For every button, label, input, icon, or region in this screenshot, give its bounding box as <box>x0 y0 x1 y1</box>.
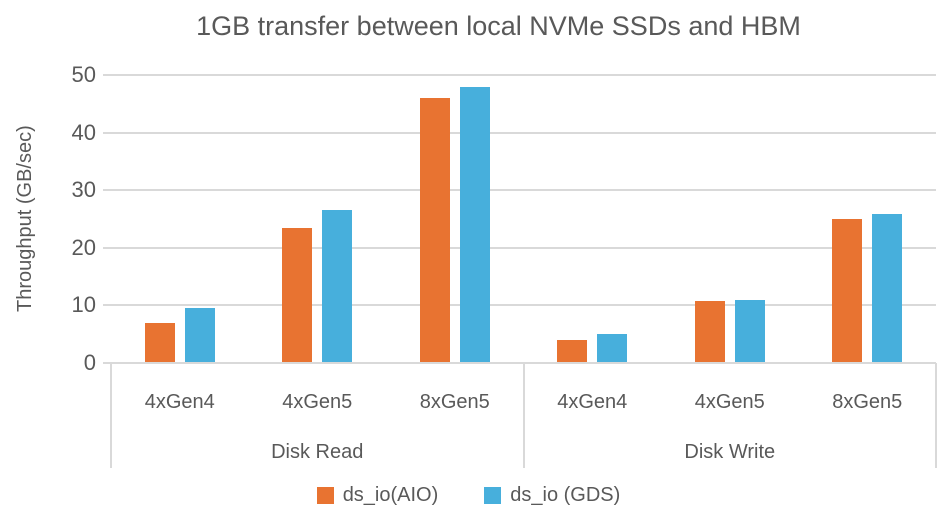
bar-ds-io-gds--3 <box>597 334 628 363</box>
x-tick-label-5: 8xGen5 <box>832 391 903 413</box>
y-tick-label-30: 30 <box>71 177 96 203</box>
legend: ds_io(AIO) ds_io (GDS) <box>0 484 937 507</box>
gridline-40 <box>111 131 936 134</box>
bar-ds-io-aio--1 <box>282 228 313 363</box>
legend-item-1: ds_io (GDS) <box>484 484 620 507</box>
bar-ds-io-gds--4 <box>734 299 765 363</box>
y-tick-label-40: 40 <box>71 119 96 145</box>
group-label-1: Disk Write <box>684 441 776 463</box>
legend-item-0: ds_io(AIO) <box>316 484 439 507</box>
y-tick-mark-20 <box>103 246 112 249</box>
axis-divider-1 <box>522 363 525 468</box>
gridline-10 <box>111 304 936 307</box>
x-tick-label-1: 4xGen5 <box>282 391 353 413</box>
y-tick-mark-40 <box>103 131 112 134</box>
bar-ds-io-aio--3 <box>557 339 588 363</box>
plot-area <box>111 74 936 363</box>
bar-ds-io-aio--4 <box>694 301 725 363</box>
gridline-50 <box>111 74 936 76</box>
y-tick-mark-50 <box>103 74 112 76</box>
x-tick-label-2: 8xGen5 <box>419 391 490 413</box>
bar-ds-io-aio--0 <box>144 322 175 363</box>
y-tick-label-50: 50 <box>71 62 96 87</box>
chart-title: 1GB transfer between local NVMe SSDs and… <box>196 11 801 41</box>
legend-label: ds_io(AIO) <box>342 484 439 506</box>
legend-label: ds_io (GDS) <box>510 484 621 506</box>
group-label-0: Disk Read <box>271 441 364 463</box>
axis-divider-2 <box>935 363 937 468</box>
axis-divider-0 <box>110 363 112 468</box>
x-tick-label-3: 4xGen4 <box>557 391 628 413</box>
bar-ds-io-gds--5 <box>872 214 903 363</box>
x-tick-label-4: 4xGen5 <box>694 391 765 413</box>
bar-ds-io-gds--1 <box>322 210 353 363</box>
gridline-20 <box>111 246 936 249</box>
bar-ds-io-gds--2 <box>459 86 490 363</box>
bar-ds-io-aio--2 <box>419 98 450 363</box>
y-tick-mark-0 <box>103 362 112 364</box>
legend-swatch-icon <box>484 487 502 504</box>
bar-ds-io-gds--0 <box>184 307 215 363</box>
y-tick-mark-30 <box>103 189 112 192</box>
y-tick-label-20: 20 <box>71 234 96 260</box>
gridline-30 <box>111 189 936 192</box>
legend-swatch-icon <box>316 487 334 504</box>
y-tick-mark-10 <box>103 304 112 307</box>
y-tick-label-0: 0 <box>83 350 96 375</box>
x-tick-label-0: 4xGen4 <box>144 391 215 413</box>
y-tick-label-10: 10 <box>71 292 96 318</box>
bar-ds-io-aio--5 <box>832 219 863 363</box>
